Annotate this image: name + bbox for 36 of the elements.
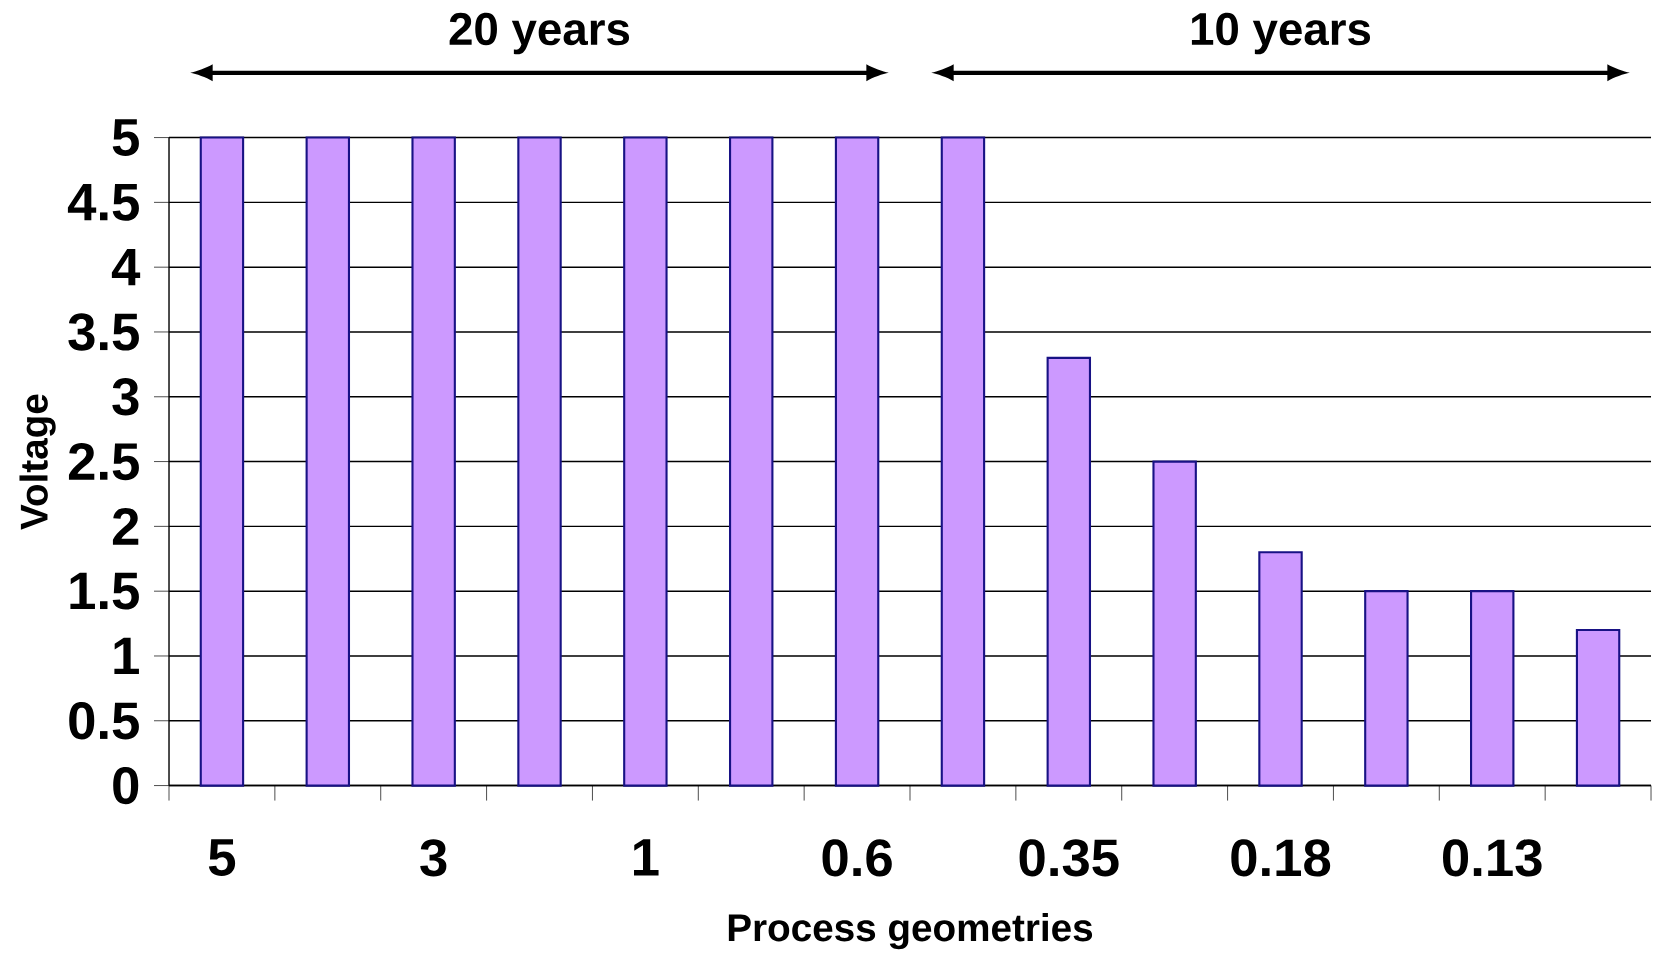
x-tick-label: 3 [420,839,447,877]
bar [728,136,774,787]
y-tick-label: 1 [114,637,139,675]
x-tick-label: 0.35 [1019,839,1119,877]
x-tick-label: 0.6 [822,839,892,877]
x-tick-label: 0.18 [1231,839,1331,877]
bar [1575,628,1621,787]
bar [305,136,351,787]
y-tick-label: 2.5 [68,442,139,481]
bar [199,136,245,787]
y-tick-label: 4 [111,248,141,286]
bar [623,136,668,787]
y-tick-label: 2 [112,507,139,545]
y-tick-label: 5 [112,119,139,156]
bar [1470,590,1515,787]
y-tick-label: 0.5 [69,702,139,740]
bar [1364,590,1409,787]
y-tick-label: 1.5 [70,572,139,610]
bar [1258,551,1303,787]
y-tick-label: 4.5 [67,183,139,221]
y-tick-label: 3 [112,377,139,416]
bar [834,136,880,787]
y-tick-label: 3.5 [68,313,139,351]
x-tick-label: 5 [208,839,236,876]
bar [1152,460,1197,787]
x-tick-label: 1 [634,839,659,876]
y-tick-label: 0 [113,766,139,805]
x-axis-title: Process geometries [728,912,1093,950]
bar [411,136,456,787]
x-tick-label: 0.13 [1443,839,1542,877]
text: 10 years [1191,12,1371,55]
bar [517,136,562,787]
bar [940,136,986,787]
text: 20 years [449,12,630,55]
bar [1046,356,1092,787]
y-axis-title: Voltage [19,394,56,530]
